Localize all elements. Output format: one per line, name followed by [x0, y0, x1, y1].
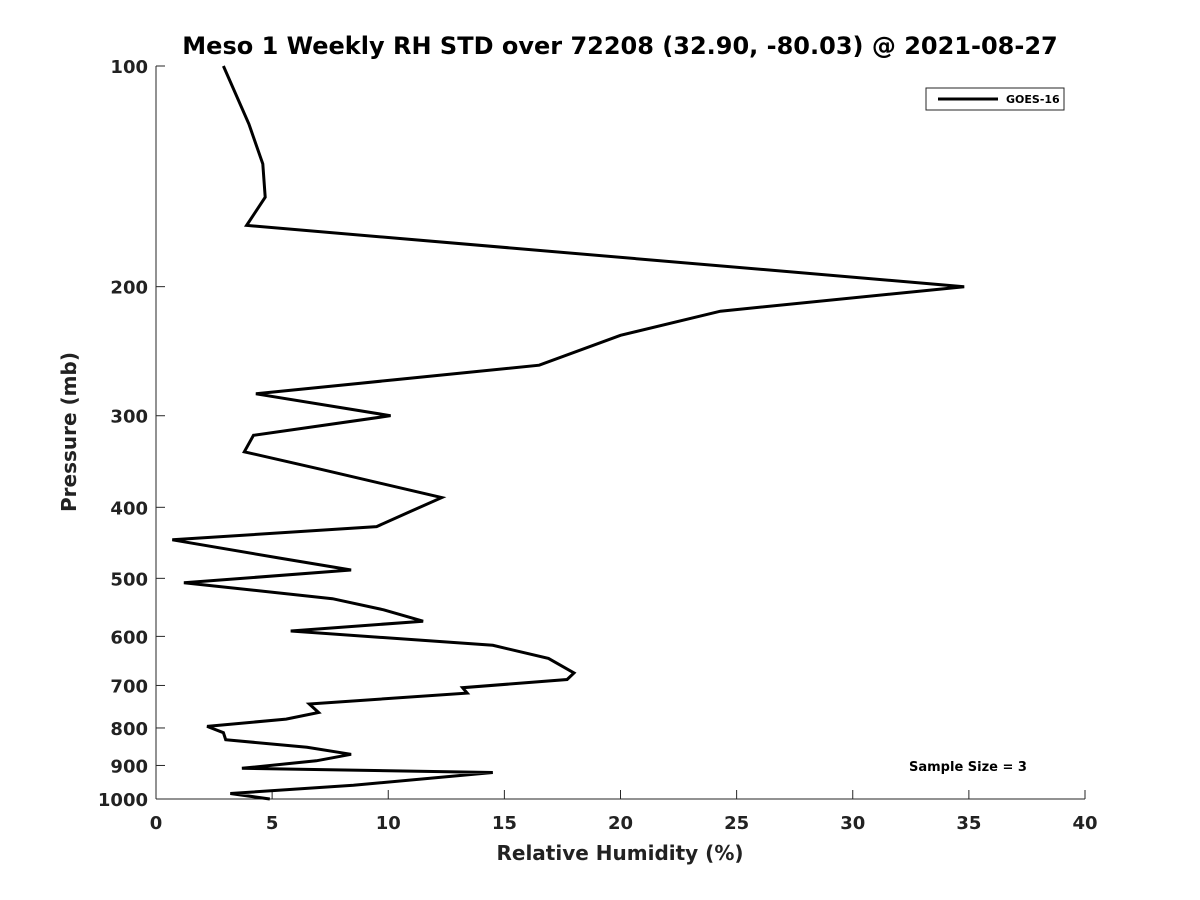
x-ticks: 0 5 10 15 20 25 30 35 40 [150, 790, 1098, 834]
legend-label: GOES-16 [1006, 93, 1060, 106]
x-axis-label: Relative Humidity (%) [496, 841, 743, 865]
y-tick-label: 600 [110, 627, 148, 648]
sample-size-annotation: Sample Size = 3 [909, 760, 1027, 775]
y-tick-label: 400 [110, 498, 148, 519]
x-tick-label: 20 [608, 813, 633, 834]
y-tick-label: 500 [110, 569, 148, 590]
chart-title: Meso 1 Weekly RH STD over 72208 (32.90, … [182, 32, 1057, 60]
x-tick-label: 10 [376, 813, 401, 834]
axes [155, 66, 1085, 800]
series-layer [172, 65, 965, 801]
y-tick-label: 200 [110, 278, 148, 299]
y-axis-label: Pressure (mb) [57, 352, 81, 512]
x-tick-label: 5 [266, 813, 279, 834]
x-tick-label: 40 [1072, 813, 1097, 834]
x-tick-label: 15 [492, 813, 517, 834]
y-tick-label: 800 [110, 719, 148, 740]
legend: GOES-16 [925, 87, 1065, 111]
y-tick-label: 900 [110, 756, 148, 777]
series-line-goes-16 [172, 65, 965, 801]
y-tick-label: 300 [110, 407, 148, 428]
x-tick-label: 25 [724, 813, 749, 834]
x-tick-label: 0 [150, 813, 163, 834]
y-ticks: 100 200 300 400 500 600 700 800 900 1000 [98, 57, 165, 811]
y-tick-label: 700 [110, 676, 148, 697]
x-tick-label: 30 [840, 813, 865, 834]
x-tick-label: 35 [956, 813, 981, 834]
y-tick-label: 1000 [98, 790, 148, 811]
y-tick-label: 100 [110, 57, 148, 78]
